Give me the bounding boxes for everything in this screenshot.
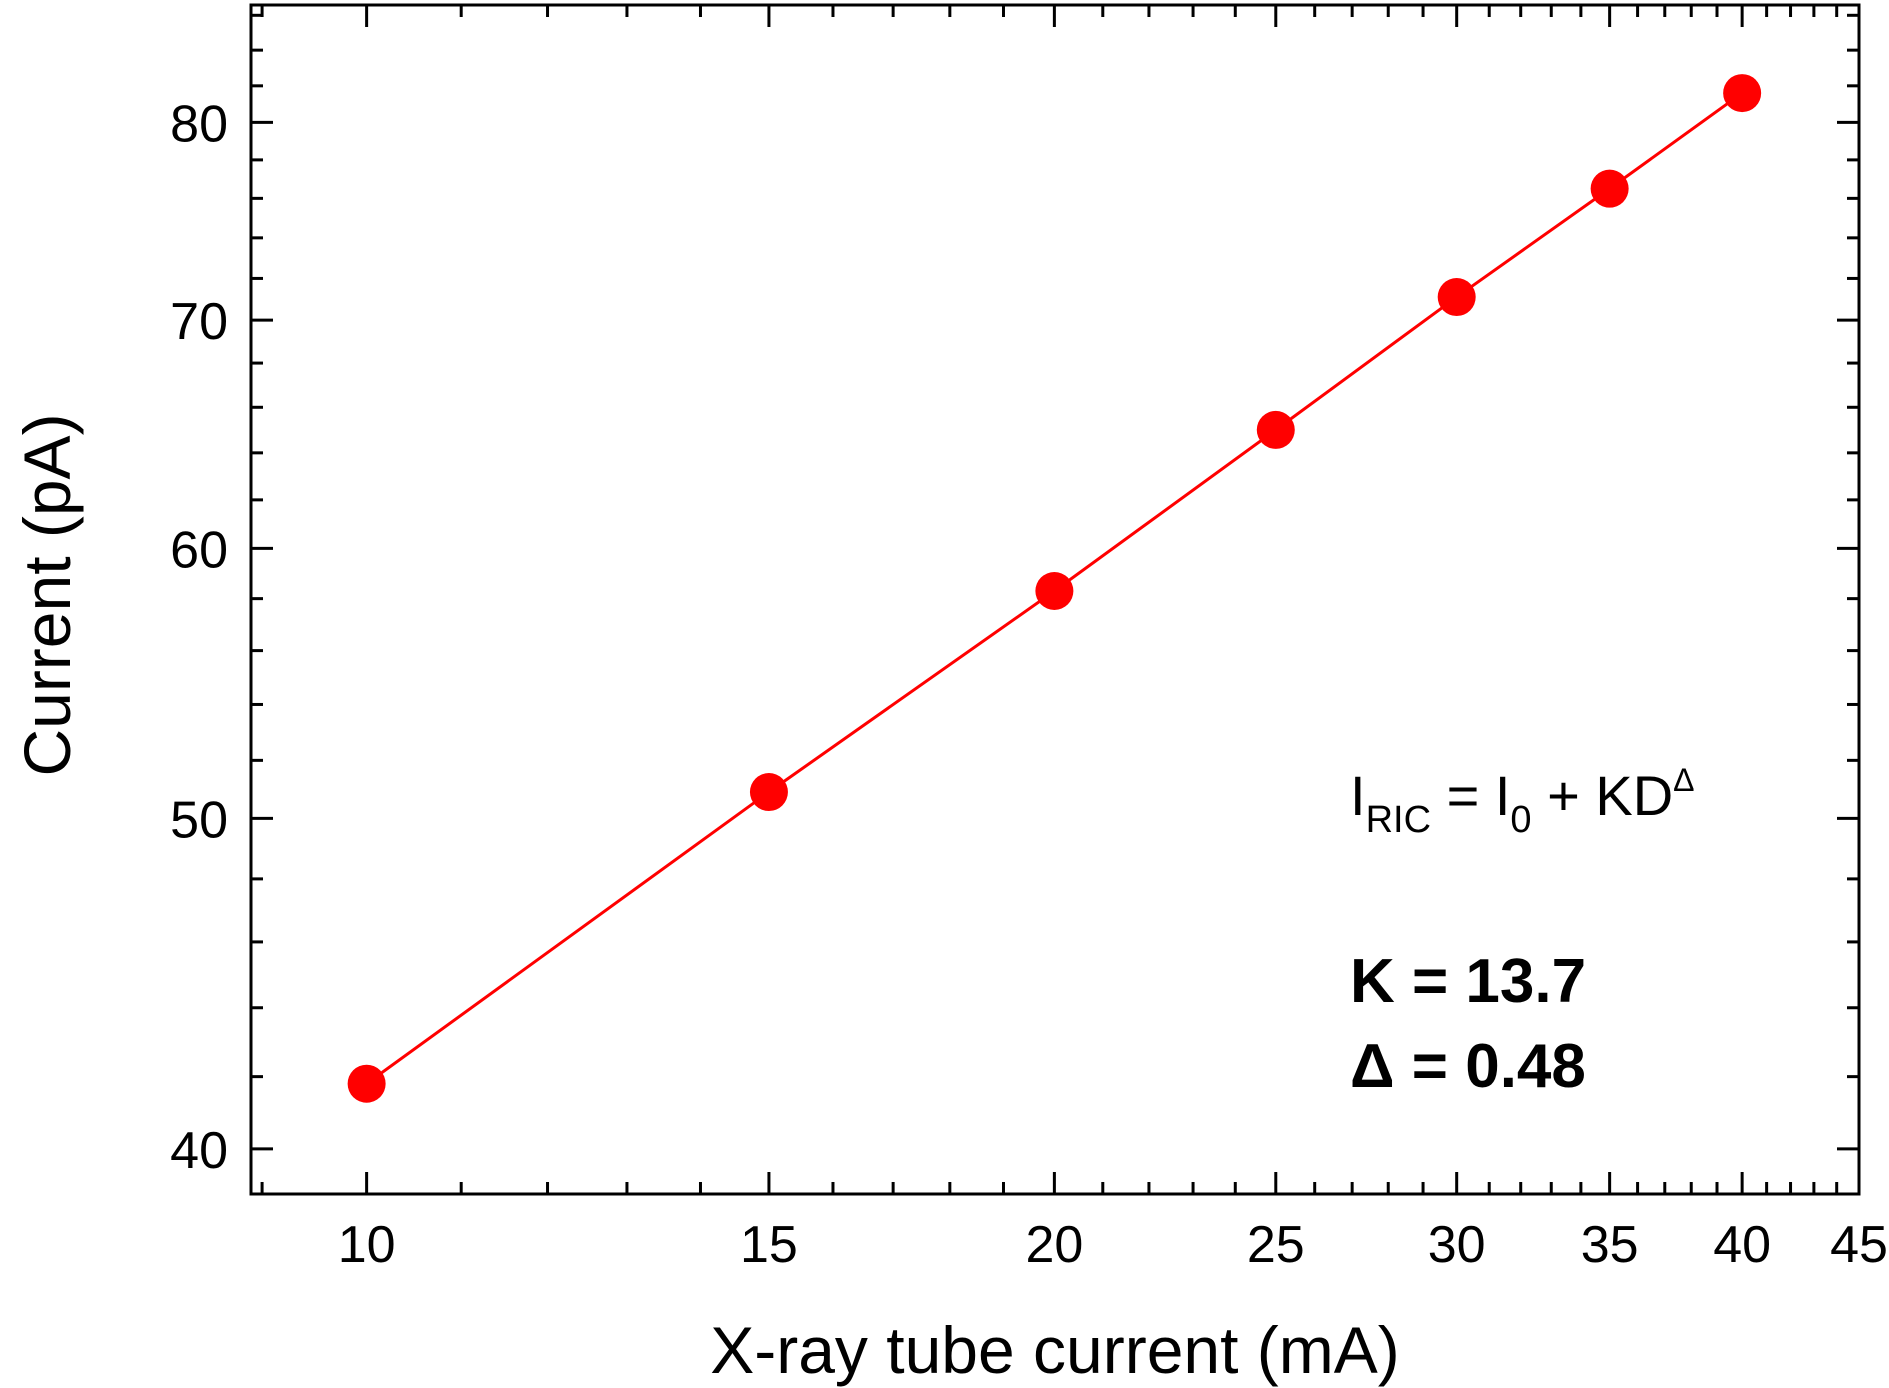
x-tick-label: 45 — [1830, 1216, 1888, 1274]
y-tick-label: 80 — [170, 95, 228, 153]
y-tick-label: 50 — [170, 791, 228, 849]
formula-i0: I — [1495, 764, 1511, 827]
formula-annotation: IRIC = I0 + KDΔ — [1350, 762, 1695, 841]
x-tick-label: 40 — [1713, 1216, 1771, 1274]
formula-i: I — [1350, 764, 1366, 827]
plot-frame — [249, 3, 1861, 1196]
x-tick-label: 35 — [1581, 1216, 1639, 1274]
data-point — [1035, 571, 1074, 610]
y-axis-title: Current (pA) — [10, 413, 84, 776]
svg-text:IRIC = I0 + KDΔ: IRIC = I0 + KDΔ — [1350, 762, 1695, 841]
y-tick-label: 40 — [170, 1122, 228, 1180]
data-point — [1590, 169, 1629, 208]
formula-sup-delta: Δ — [1673, 762, 1694, 798]
formula-sub-0: 0 — [1510, 799, 1531, 841]
formula-rest: + KD — [1532, 764, 1674, 827]
x-tick-label: 25 — [1247, 1216, 1305, 1274]
x-tick-label: 10 — [338, 1216, 396, 1274]
y-tick-label: 70 — [170, 293, 228, 351]
x-tick-label: 30 — [1428, 1216, 1486, 1274]
x-tick-labels: 10 15 20 25 30 35 40 45 — [338, 1216, 1888, 1274]
y-tick-label: 60 — [170, 521, 228, 579]
delta-value-annotation: Δ = 0.48 — [1350, 1032, 1586, 1101]
y-tick-labels: 40 50 60 70 80 — [170, 95, 228, 1179]
ticks — [251, 5, 1861, 1194]
data-point — [1437, 278, 1476, 317]
x-tick-label: 20 — [1025, 1216, 1083, 1274]
formula-eq: = — [1431, 764, 1495, 827]
data-point — [1723, 74, 1762, 113]
series — [347, 74, 1762, 1103]
k-value-annotation: K = 13.7 — [1350, 947, 1586, 1016]
x-axis-title: X-ray tube current (mA) — [710, 1313, 1400, 1387]
data-point — [1256, 410, 1295, 449]
data-point — [347, 1064, 386, 1103]
formula-sub-ric: RIC — [1366, 799, 1431, 841]
x-tick-label: 15 — [740, 1216, 798, 1274]
data-point — [749, 773, 788, 812]
